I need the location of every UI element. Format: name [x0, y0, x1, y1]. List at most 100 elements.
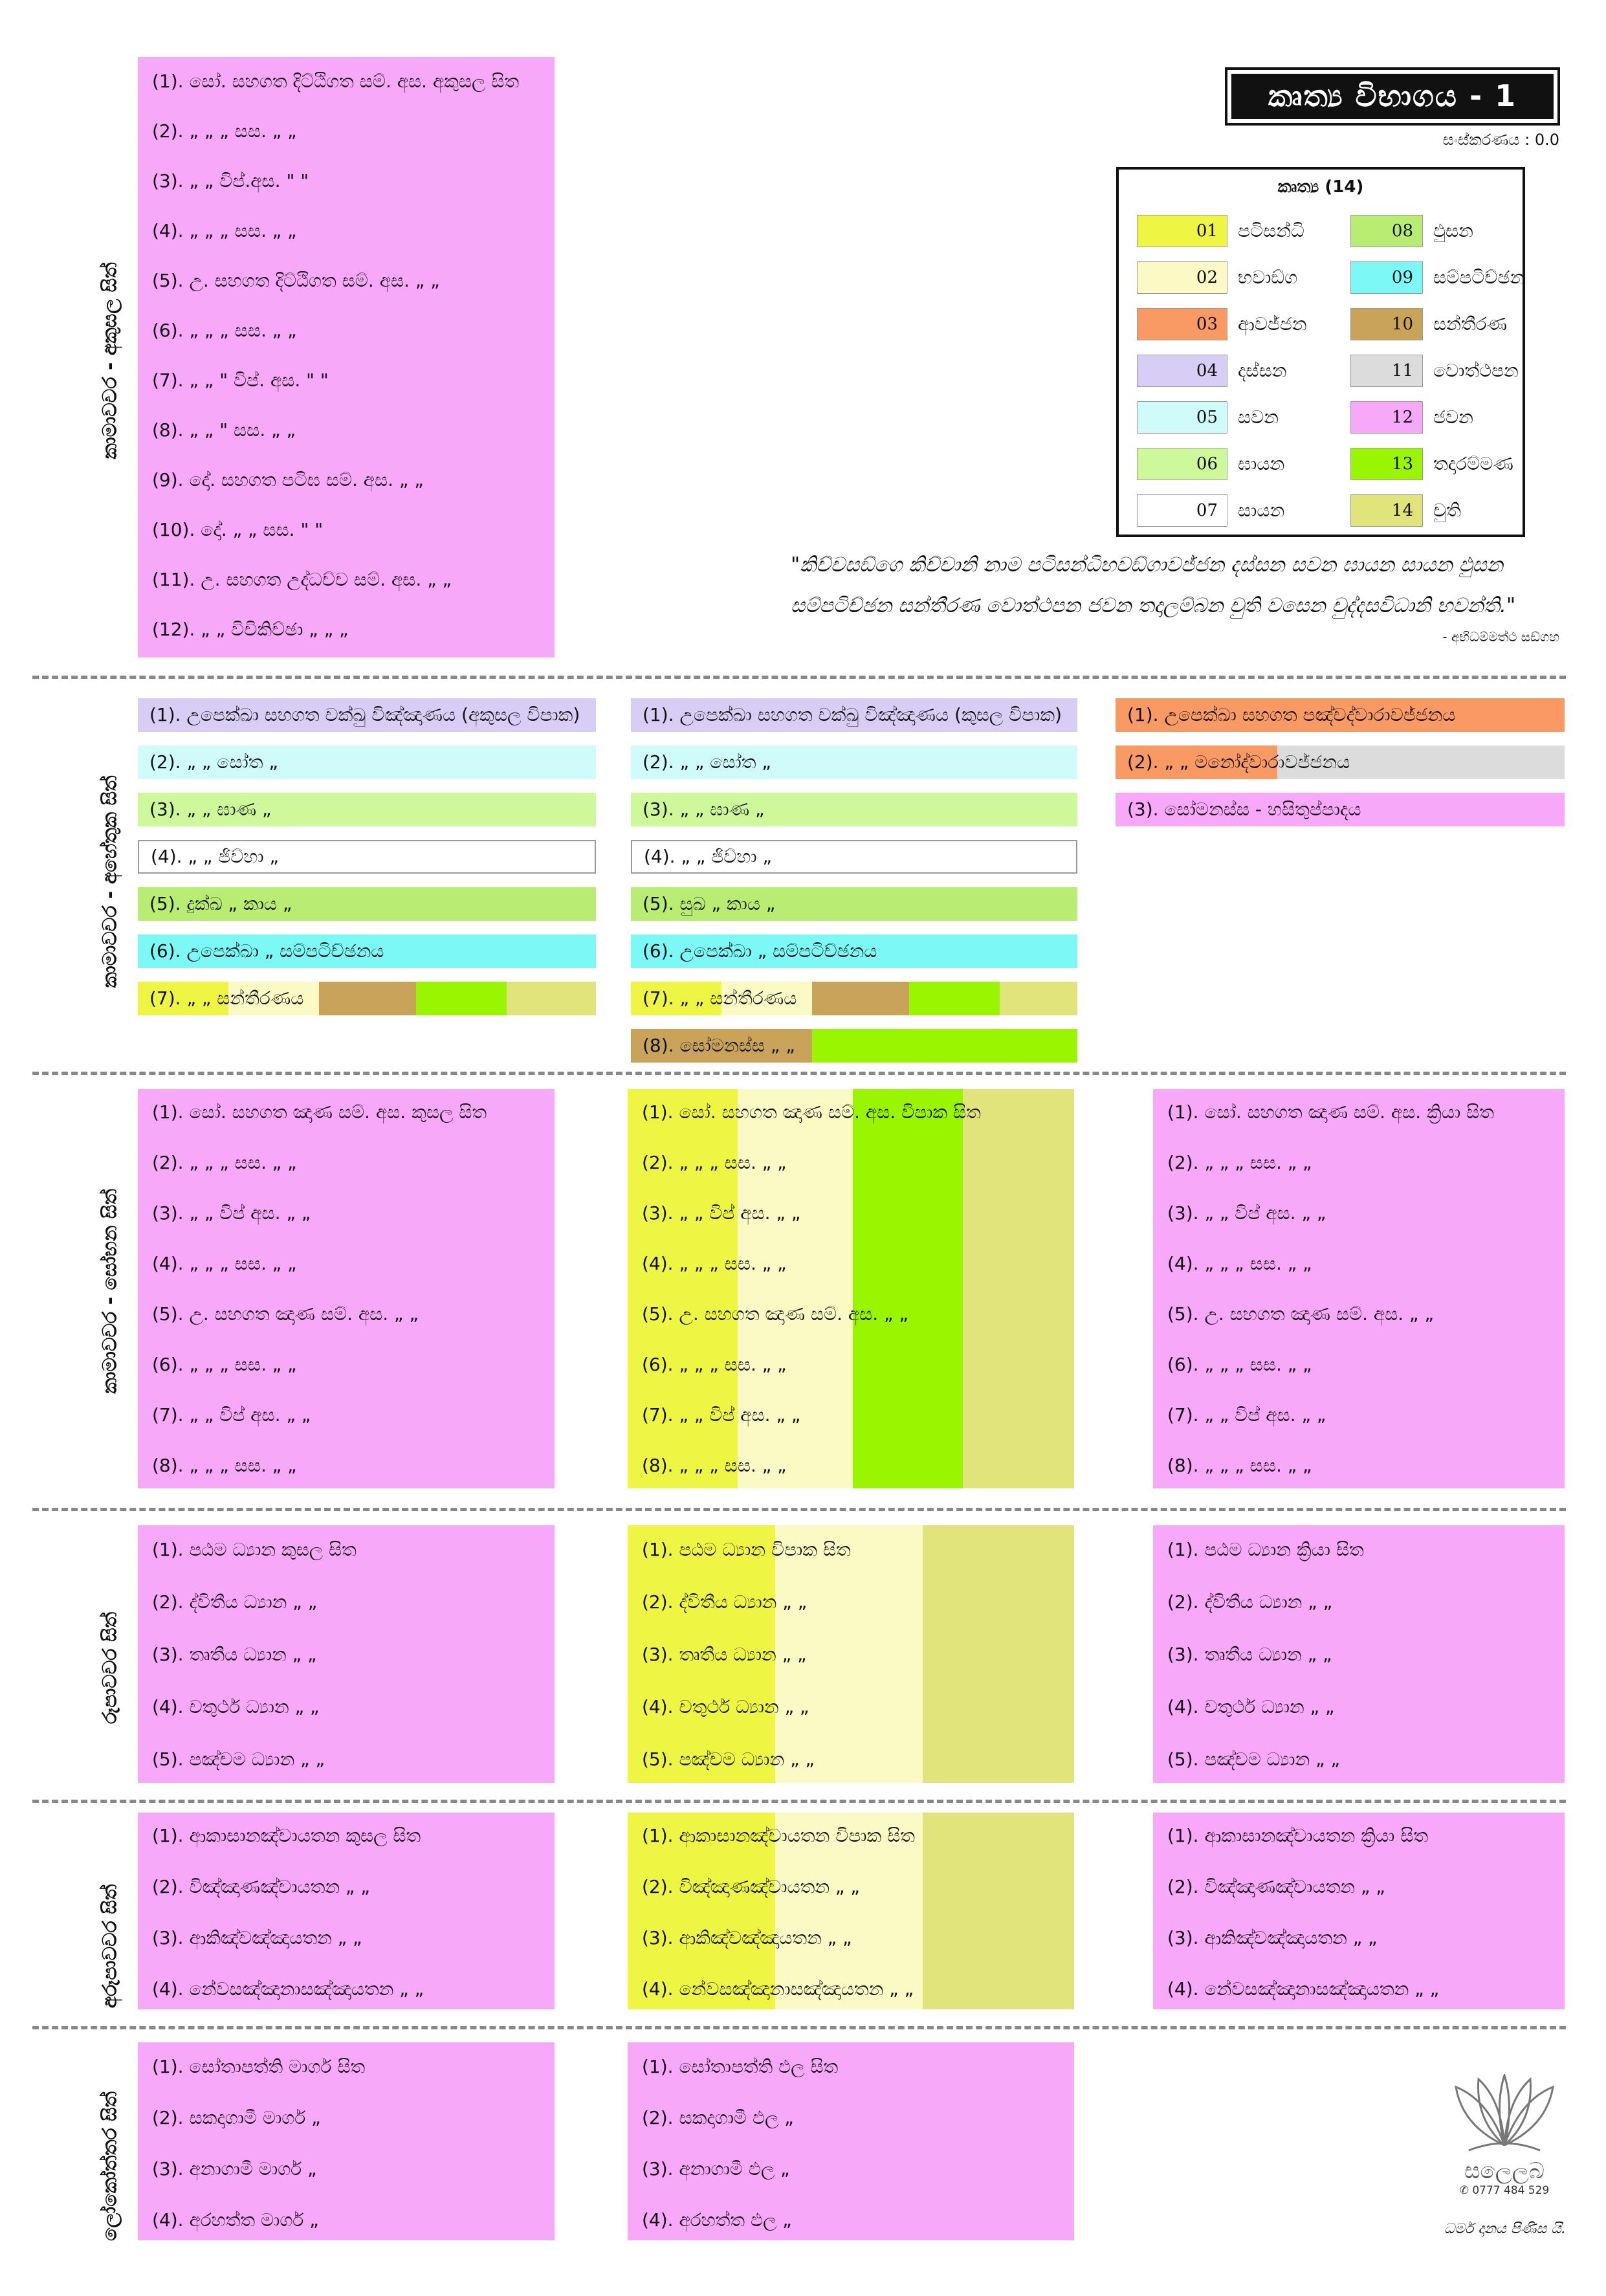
quote-line-1: "කිච්චසඞ්ගෙ කිච්චානි නාම පටිසන්ධිභවඞ්ගාව… [791, 553, 1503, 577]
list-item: (1). පඨම ධ්‍යාන කුසල සිත [138, 1530, 555, 1569]
list-item-text: (2). විඤ්ඤාණඤ්චායතන „ „ [1167, 1876, 1385, 1897]
list-item-text: (5). පඤ්චම ධ්‍යාන „ „ [152, 1749, 325, 1770]
legend-label: ආවජ්ජන [1238, 313, 1307, 335]
list-item-text: (2). ද්විතීය ධ්‍යාන „ „ [642, 1591, 808, 1613]
legend-swatch: 11 [1350, 355, 1423, 387]
list-item: (5). සුඛ „ කාය „ [631, 887, 1077, 921]
list-item-text: (4). „ „ „ සස. „ „ [152, 220, 297, 241]
list-item: (5). පඤ්චම ධ්‍යාන „ „ [1153, 1740, 1565, 1779]
list-item: (2). ද්විතීය ධ්‍යාන „ „ [1153, 1583, 1565, 1622]
list-item: (6). „ „ „ සස. „ „ [138, 311, 555, 350]
section-label-akusala: කාමාවචර - අකුසල සිත් [98, 262, 122, 459]
legend-label: තදාරම්මණ [1433, 453, 1513, 474]
list-item: (3). සෝමනස්ස - හසිතුප්පාදය [1116, 793, 1565, 826]
quote-source: - අභිධම්මත්ථ සඞ්ගහ [1442, 629, 1559, 645]
divider-3 [32, 1508, 1566, 1511]
list-item: (4). „ „ „ සස. „ „ [628, 1244, 1074, 1283]
list-item: (3). අනාගාමී ඵල „ [628, 2150, 1074, 2189]
legend-swatch: 06 [1137, 448, 1227, 480]
function-band [738, 1089, 853, 1488]
list-item-text: (4). නේවසඤ්ඤානාසඤ්ඤායතන „ „ [1167, 1978, 1440, 2000]
list-item-text: (1). සෝ. සහගත දිට්ඨිගත සම්. අස. අකුසල සි… [152, 71, 520, 92]
list-item-text: (3). „ „ විප් අස. „ „ [642, 1202, 801, 1224]
list-item: (2). „ „ මනෝද්වාරාවජ්ජනය [1116, 745, 1565, 779]
list-item: (5). උ. සහගත ඤාණ සම්. අස. „ „ [628, 1295, 1074, 1334]
list-item: (4). චතුර්ථ ධ්‍යාන „ „ [138, 1688, 555, 1727]
list-item: (1). උපෙක්ඛා සහගත චක්ඛු විඤ්ඤාණය (කුසල ව… [631, 698, 1077, 732]
function-segment [416, 982, 507, 1015]
list-item-text: (4). „ „ „ සස. „ „ [642, 1253, 787, 1274]
function-band [775, 1813, 923, 2009]
footer-text: ධර්ම දානය පිණිස යි. [1444, 2221, 1566, 2237]
legend-label: චුති [1433, 500, 1461, 521]
list-item-text: (4). චතුර්ථ ධ්‍යාන „ „ [642, 1696, 809, 1717]
list-item-text: (2). „ „ සෝත „ [643, 751, 771, 773]
divider-2 [32, 1072, 1566, 1075]
quote-line-2: සම්පටිච්ඡන සන්තීරණ වොත්ථපන ජවන තදාලම්බන … [791, 594, 1516, 617]
list-item-text: (5). සුඛ „ කාය „ [643, 893, 776, 914]
column-box: (1). සෝ. සහගත ඤාණ සම්. අස. ක්‍රියා සිත (2… [1153, 1089, 1565, 1488]
legend-label: වොත්ථපන [1433, 360, 1519, 381]
logo-phone: ✆ 0777 484 529 [1459, 2184, 1550, 2197]
function-band [628, 1089, 738, 1488]
list-item-text: (2). විඤ්ඤාණඤ්චායතන „ „ [152, 1876, 370, 1897]
list-item-text: (3). „ „ විප් අස. „ „ [152, 1202, 311, 1224]
list-item: (1). සෝ. සහගත දිට්ඨිගත සම්. අස. අකුසල සි… [138, 62, 555, 101]
column-box: (1). සෝතාපත්ති මාර්ග සිත (2). සකදාගාමී මා… [138, 2042, 555, 2240]
list-item: (3). „ „ විප් අස. „ „ [138, 1194, 555, 1233]
list-item-text: (7). „ „ " විප්. අස. " " [152, 370, 329, 391]
list-item-text: (3). „ „ ඝාණ „ [149, 799, 272, 820]
function-segment [812, 1029, 1077, 1063]
list-item-text: (6). „ „ „ සස. „ „ [152, 1354, 297, 1375]
list-item: (6). „ „ „ සස. „ „ [1153, 1345, 1565, 1384]
list-item-text: (2). විඤ්ඤාණඤ්චායතන „ „ [642, 1876, 860, 1897]
list-item-text: (2). „ „ මනෝද්වාරාවජ්ජනය [1127, 751, 1350, 773]
list-item-text: (8). සෝමනස්ස „ „ [643, 1035, 795, 1056]
list-item: (4). „ „ „ සස. „ „ [138, 1244, 555, 1283]
version-label: සංස්කරණය : 0.0 [1442, 131, 1559, 149]
list-item: (8). „ „ „ සස. „ „ [1153, 1446, 1565, 1485]
legend-label: සායන [1238, 500, 1285, 521]
list-item-text: (4). චතුර්ථ ධ්‍යාන „ „ [1167, 1696, 1335, 1717]
list-item: (7). „ „ විප් අස. „ „ [138, 1396, 555, 1435]
lotus-logo-icon [1455, 2071, 1554, 2152]
list-item-text: (5). උ. සහගත ඤාණ සම්. අස. „ „ [152, 1303, 419, 1325]
legend-item-03: 03 ආවජ්ජන [1137, 308, 1307, 340]
list-item: (1). සෝ. සහගත ඤාණ සම්. අස. කුසල සිත [138, 1093, 555, 1132]
list-item: (4). „ „ ජිව්හා „ [631, 840, 1077, 874]
list-item-text: (1). සෝතාපත්ති මාර්ග සිත [152, 2056, 366, 2077]
section-label-sobhana: කාමාවචර - සෝභන සිත් [98, 1189, 122, 1394]
list-item: (1). සෝතාපත්ති මාර්ග සිත [138, 2048, 555, 2086]
list-item: (6). „ „ „ සස. „ „ [628, 1345, 1074, 1384]
list-item-text: (6). „ „ „ සස. „ „ [152, 320, 297, 341]
function-segment [507, 982, 596, 1015]
list-item-text: (12). „ „ විචිකිච්ඡා „ „ „ [152, 619, 349, 640]
list-item: (4). චතුර්ථ ධ්‍යාන „ „ [1153, 1688, 1565, 1727]
legend-item-04: 04 දස්සන [1137, 355, 1286, 387]
list-item: (1). ආකාසානඤ්චායතන විපාක සිත [628, 1816, 1074, 1855]
list-item: (1). ආකාසානඤ්චායතන කුසල සිත [138, 1816, 555, 1855]
list-item: (2). ද්විතීය ධ්‍යාන „ „ [628, 1583, 1074, 1622]
section-label-lokuttara: ලෝකෝත්තර සිත් [98, 2091, 122, 2242]
list-item: (2). විඤ්ඤාණඤ්චායතන „ „ [138, 1868, 555, 1906]
list-item: (5). පඤ්චම ධ්‍යාන „ „ [628, 1740, 1074, 1779]
legend-label: සවන [1238, 406, 1279, 428]
list-item: (4). අරහත්ත මාර්ග „ [138, 2201, 555, 2240]
list-item: (2). විඤ්ඤාණඤ්චායතන „ „ [628, 1868, 1074, 1906]
list-item-text: (3). අනාගාමී ඵල „ [642, 2158, 790, 2180]
list-item: (4). නේවසඤ්ඤානාසඤ්ඤායතන „ „ [138, 1970, 555, 2009]
legend-label: දස්සන [1238, 360, 1287, 381]
list-item-text: (1). ආකාසානඤ්චායතන කුසල සිත [152, 1825, 421, 1846]
list-item: (7). „ „ විප් අස. „ „ [1153, 1396, 1565, 1435]
list-item: (2). ද්විතීය ධ්‍යාන „ „ [138, 1583, 555, 1622]
list-item: (11). උ. සහගත උද්ධච්ච සම්. අස. „ „ [138, 560, 555, 599]
list-item-text: (2). „ „ „ සස. „ „ [642, 1152, 787, 1173]
column-box: (1). සෝ. සහගත ඤාණ සම්. අස. කුසල සිත (2). … [138, 1089, 555, 1488]
legend-swatch: 09 [1350, 261, 1423, 294]
divider-5 [32, 2026, 1566, 2029]
list-item: (3). තෘතීය ධ්‍යාන „ „ [138, 1635, 555, 1674]
logo-name: සලෙලබ [1464, 2158, 1545, 2184]
list-item-text: (3). ආකිඤ්චඤ්ඤායතන „ „ [642, 1927, 852, 1948]
list-item: (7). „ „ " විප්. අස. " " [138, 361, 555, 400]
function-segment [1116, 745, 1277, 779]
